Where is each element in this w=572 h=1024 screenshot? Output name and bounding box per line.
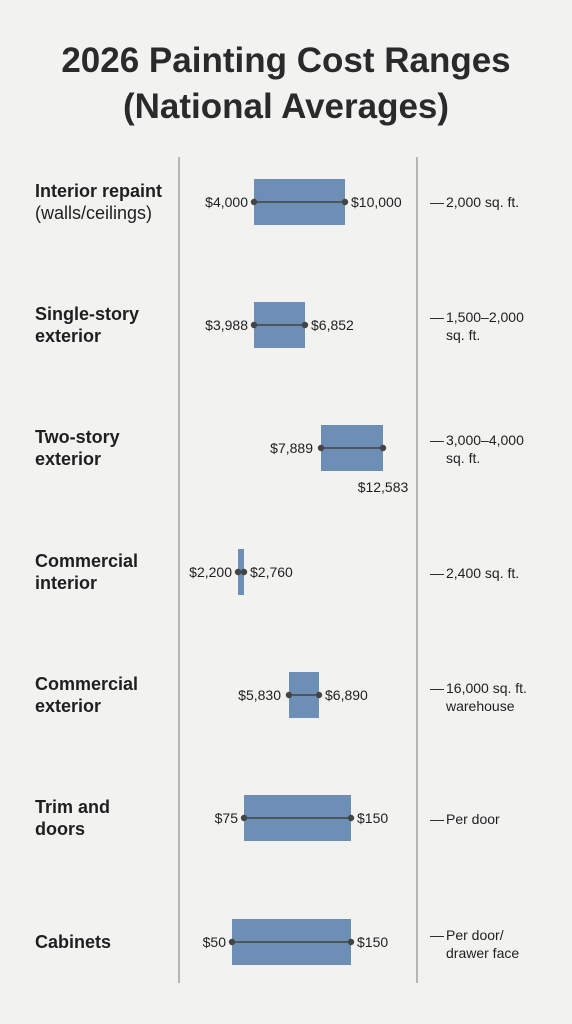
note-line-1: 2,400 sq. ft. — [446, 565, 520, 581]
low-marker — [240, 814, 248, 822]
high-value-label: $150 — [357, 810, 388, 826]
note-line-1: 3,000–4,000 — [446, 432, 524, 448]
title-line-1: 2026 Painting Cost Ranges — [61, 41, 511, 80]
note-line-2: drawer face — [446, 945, 520, 961]
category-label-line-1: Two-story — [35, 427, 120, 447]
low-value-label: $4,000 — [205, 194, 248, 210]
low-marker — [234, 568, 242, 576]
high-value-label: $12,583 — [358, 479, 409, 495]
category-label-line-1: Interior repaint — [35, 181, 163, 201]
category-label-line-2: exterior — [35, 326, 102, 346]
chart-title: 2026 Painting Cost Ranges (National Aver… — [0, 38, 572, 130]
high-marker — [240, 568, 248, 576]
note-dash: — — [430, 194, 444, 210]
note-line-1: Per door — [446, 811, 500, 827]
low-value-label: $5,830 — [238, 687, 281, 703]
category-label-line-1: Cabinets — [35, 932, 112, 952]
note-dash: — — [430, 927, 444, 943]
category-label: Commercial exterior — [35, 673, 180, 717]
high-marker — [341, 198, 349, 206]
note-line-1: Per door/ — [446, 927, 504, 943]
size-note: —16,000 sq. ft. warehouse — [430, 679, 565, 715]
note-line-1: 1,500–2,000 — [446, 309, 524, 325]
high-marker — [347, 814, 355, 822]
low-value-label: $7,889 — [270, 440, 313, 456]
category-label: Two-story exterior — [35, 426, 180, 470]
category-label-line-2: interior — [35, 573, 98, 593]
size-note: — Per door/drawer face — [430, 926, 565, 962]
low-marker — [250, 198, 258, 206]
note-line-1: 2,000 sq. ft. — [446, 194, 520, 210]
category-label-line-2: exterior — [35, 696, 102, 716]
note-line-1: 16,000 sq. ft. — [446, 680, 527, 696]
category-label-line-1: Commercial — [35, 674, 139, 694]
high-value-label: $6,852 — [311, 317, 354, 333]
low-value-label: $3,988 — [205, 317, 248, 333]
size-note: —3,000–4,000 sq. ft. — [430, 431, 565, 467]
note-dash: — — [430, 565, 444, 581]
note-dash: — — [430, 309, 444, 325]
low-marker — [228, 938, 236, 946]
note-dash: — — [430, 432, 444, 448]
chart-marks: $4,000 $10,000 $3,988 $6,852 $7,889 $12,583 $2… — [189, 179, 409, 965]
low-value-label: $50 — [203, 934, 227, 950]
category-label-line-1: Single-story — [35, 304, 140, 324]
category-label-line-2: (walls/ceilings) — [35, 203, 153, 223]
category-label: Cabinets — [35, 931, 180, 953]
low-marker — [250, 321, 258, 329]
high-marker — [379, 444, 387, 452]
note-line-2: sq. ft. — [446, 327, 481, 343]
category-label: Interior repaint (walls/ceilings) — [35, 180, 180, 224]
high-value-label: $10,000 — [351, 194, 402, 210]
category-label-line-2: doors — [35, 819, 86, 839]
size-note: —2,400 sq. ft. — [430, 564, 565, 582]
low-value-label: $2,200 — [189, 564, 232, 580]
title-line-2: (National Averages) — [122, 87, 450, 126]
size-note: —2,000 sq. ft. — [430, 193, 565, 211]
note-line-2: warehouse — [446, 698, 515, 714]
category-label: Commercial interior — [35, 550, 180, 594]
low-value-label: $75 — [215, 810, 239, 826]
category-label-line-1: Trim and — [35, 797, 111, 817]
high-value-label: $2,760 — [250, 564, 293, 580]
note-dash: — — [430, 680, 444, 696]
high-value-label: $150 — [357, 934, 388, 950]
low-marker — [317, 444, 325, 452]
note-dash: — — [430, 811, 444, 827]
high-marker — [315, 691, 323, 699]
category-label: Trim and doors — [35, 796, 180, 840]
note-line-2: sq. ft. — [446, 450, 481, 466]
low-marker — [285, 691, 293, 699]
category-label: Single-story exterior — [35, 303, 180, 347]
high-marker — [347, 938, 355, 946]
high-value-label: $6,890 — [325, 687, 368, 703]
high-marker — [301, 321, 309, 329]
category-label-line-1: Commercial — [35, 551, 139, 571]
size-note: —1,500–2,000 sq. ft. — [430, 308, 565, 344]
size-note: — Per door — [430, 810, 565, 828]
category-label-line-2: exterior — [35, 449, 102, 469]
